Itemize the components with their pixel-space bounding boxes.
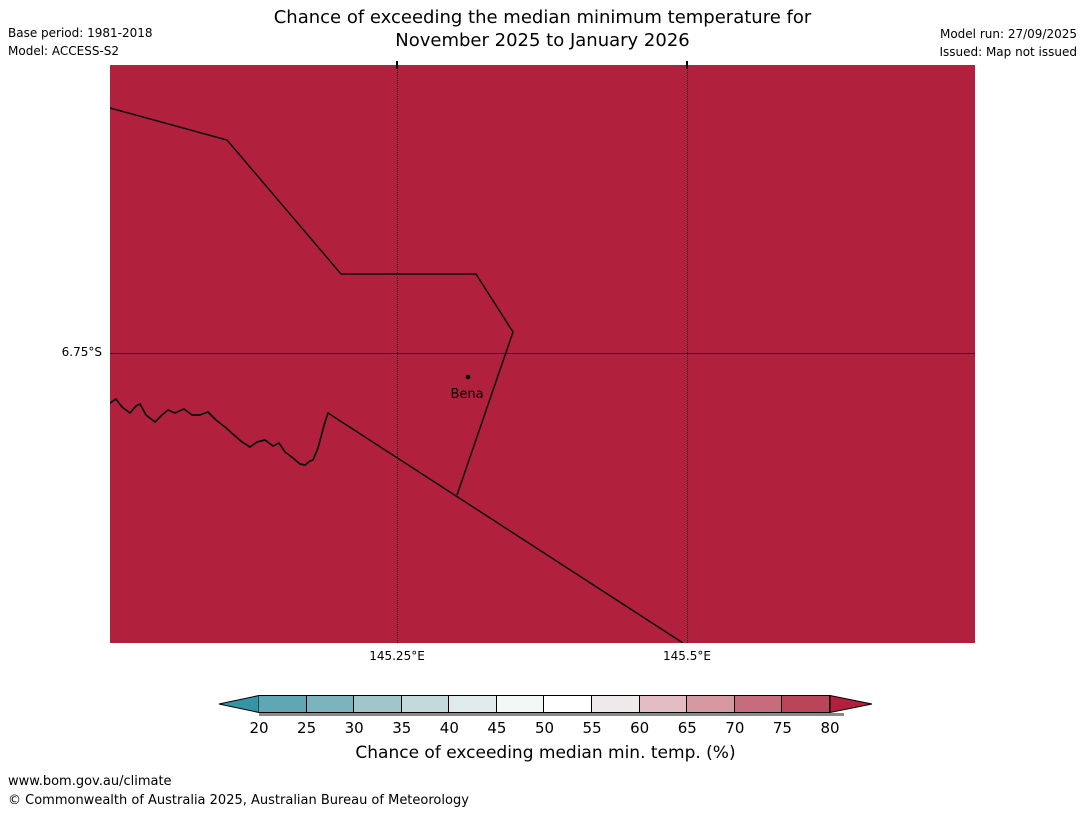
gridline-145-25e bbox=[397, 65, 398, 643]
base-period-text: Base period: 1981-2018 bbox=[8, 26, 153, 40]
colorbar-segment bbox=[353, 696, 401, 712]
page-title: Chance of exceeding the median minimum t… bbox=[0, 6, 1085, 52]
colorbar-right-arrow bbox=[830, 695, 873, 713]
colorbar-tick-label: 80 bbox=[820, 719, 840, 737]
colorbar-segment bbox=[400, 696, 449, 712]
colorbar-segments bbox=[259, 695, 830, 713]
colorbar-segment bbox=[259, 696, 306, 712]
colorbar-segment bbox=[781, 696, 829, 712]
page-title-line2: November 2025 to January 2026 bbox=[395, 30, 690, 51]
colorbar-tick-label: 40 bbox=[439, 719, 459, 737]
colorbar-segment bbox=[733, 696, 782, 712]
colorbar-tick-label: 45 bbox=[487, 719, 507, 737]
colorbar-tick-label: 50 bbox=[534, 719, 555, 737]
colorbar-segment bbox=[591, 696, 639, 712]
y-axis-tick-label: 6.75°S bbox=[61, 345, 102, 359]
colorbar-ticks: 20 25 30 35 40 45 50 55 60 65 70 75 80 bbox=[218, 719, 873, 737]
header-right: Model run: 27/09/2025 Issued: Map not is… bbox=[939, 25, 1077, 61]
top-axis-tick bbox=[396, 61, 398, 69]
colorbar-tick-label: 55 bbox=[582, 719, 602, 737]
colorbar-tick-label: 25 bbox=[297, 719, 317, 737]
province-border-line bbox=[110, 107, 514, 496]
colorbar-tick-label: 70 bbox=[725, 719, 745, 737]
x-axis-tick-label: 145.25°E bbox=[369, 649, 425, 663]
model-text: Model: ACCESS-S2 bbox=[8, 44, 120, 58]
colorbar-tick-label: 20 bbox=[249, 719, 269, 737]
colorbar-segment bbox=[305, 696, 354, 712]
model-run-text: Model run: 27/09/2025 bbox=[939, 27, 1077, 41]
gridline-6-75s bbox=[110, 353, 975, 354]
colorbar-shadow bbox=[259, 713, 844, 716]
colorbar-caption: Chance of exceeding median min. temp. (%… bbox=[355, 743, 736, 763]
colorbar-tick-label: 30 bbox=[344, 719, 364, 737]
colorbar-tick-label: 65 bbox=[677, 719, 697, 737]
footer-copyright: © Commonwealth of Australia 2025, Austra… bbox=[8, 793, 469, 808]
river-line bbox=[110, 398, 329, 466]
colorbar-segment bbox=[686, 696, 734, 712]
town-label: Bena bbox=[450, 387, 484, 402]
colorbar-tick-label: 35 bbox=[392, 719, 412, 737]
colorbar-tick-label: 75 bbox=[772, 719, 792, 737]
gridline-145-5e bbox=[687, 65, 688, 643]
colorbar-left-arrow bbox=[218, 695, 259, 713]
colorbar-segment bbox=[448, 696, 496, 712]
colorbar-segment bbox=[638, 696, 687, 712]
town-marker-dot bbox=[465, 374, 471, 380]
page-title-line1: Chance of exceeding the median minimum t… bbox=[273, 7, 812, 28]
colorbar-tick-label: 60 bbox=[630, 719, 650, 737]
map-lines-layer bbox=[110, 107, 684, 643]
colorbar bbox=[218, 695, 873, 716]
header-left: Base period: 1981-2018 Model: ACCESS-S2 bbox=[8, 24, 153, 60]
colorbar-segment bbox=[543, 696, 592, 712]
district-border-line bbox=[327, 412, 684, 643]
colorbar-segment bbox=[495, 696, 544, 712]
x-axis-tick-label: 145.5°E bbox=[663, 649, 711, 663]
top-axis-tick bbox=[686, 61, 688, 69]
map-canvas: Bena bbox=[110, 61, 975, 643]
footer-url: www.bom.gov.au/climate bbox=[8, 774, 172, 789]
issued-text: Issued: Map not issued bbox=[939, 45, 1077, 59]
